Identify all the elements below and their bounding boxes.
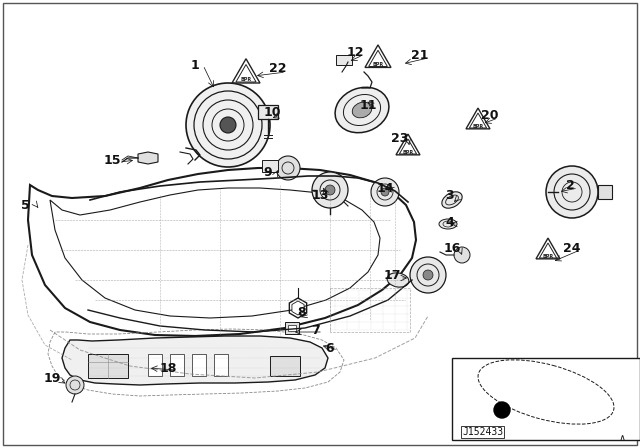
FancyBboxPatch shape xyxy=(258,105,278,119)
Circle shape xyxy=(381,188,389,196)
FancyBboxPatch shape xyxy=(452,358,640,440)
Polygon shape xyxy=(399,139,417,154)
FancyBboxPatch shape xyxy=(170,354,184,376)
Text: 7: 7 xyxy=(310,323,319,336)
Text: 22: 22 xyxy=(269,61,287,74)
FancyBboxPatch shape xyxy=(192,354,206,376)
Text: 24: 24 xyxy=(563,241,580,254)
FancyBboxPatch shape xyxy=(288,325,296,331)
FancyBboxPatch shape xyxy=(270,356,300,376)
FancyBboxPatch shape xyxy=(285,322,299,334)
Circle shape xyxy=(325,185,335,195)
Polygon shape xyxy=(369,50,387,66)
Polygon shape xyxy=(469,113,486,128)
Circle shape xyxy=(546,166,598,218)
Polygon shape xyxy=(540,243,557,258)
Text: 19: 19 xyxy=(44,371,61,384)
Text: BPR: BPR xyxy=(403,150,413,155)
Polygon shape xyxy=(236,65,256,82)
Text: BPR: BPR xyxy=(543,254,554,258)
Ellipse shape xyxy=(335,87,389,133)
Ellipse shape xyxy=(387,273,409,287)
Text: BPR: BPR xyxy=(472,124,484,129)
Text: 15: 15 xyxy=(103,154,121,167)
Text: 4: 4 xyxy=(445,215,454,228)
Text: 10: 10 xyxy=(263,105,281,119)
Polygon shape xyxy=(62,336,328,385)
Text: 12: 12 xyxy=(346,46,364,59)
Text: 16: 16 xyxy=(444,241,461,254)
Text: 1: 1 xyxy=(191,59,200,72)
FancyBboxPatch shape xyxy=(262,160,278,172)
Text: 18: 18 xyxy=(159,362,177,375)
Circle shape xyxy=(371,178,399,206)
Text: J152433: J152433 xyxy=(462,427,503,437)
Text: 3: 3 xyxy=(445,189,454,202)
Circle shape xyxy=(66,376,84,394)
FancyBboxPatch shape xyxy=(598,185,612,199)
Text: ∧: ∧ xyxy=(618,433,625,443)
Text: 23: 23 xyxy=(391,132,409,145)
Text: 13: 13 xyxy=(311,189,329,202)
Text: 20: 20 xyxy=(481,108,499,121)
Polygon shape xyxy=(138,152,158,164)
Text: 9: 9 xyxy=(264,165,272,178)
FancyBboxPatch shape xyxy=(214,354,228,376)
Text: 6: 6 xyxy=(326,341,334,354)
Ellipse shape xyxy=(442,192,462,208)
Text: BPR: BPR xyxy=(372,61,383,66)
Ellipse shape xyxy=(439,219,457,229)
Text: BPR: BPR xyxy=(241,77,252,82)
Text: 2: 2 xyxy=(566,178,574,191)
Polygon shape xyxy=(292,301,304,315)
Text: 17: 17 xyxy=(383,268,401,281)
Text: 21: 21 xyxy=(412,48,429,61)
FancyBboxPatch shape xyxy=(88,354,128,378)
Text: 8: 8 xyxy=(298,306,307,319)
Circle shape xyxy=(423,270,433,280)
Circle shape xyxy=(494,402,510,418)
Text: 14: 14 xyxy=(376,181,394,194)
Ellipse shape xyxy=(352,102,372,118)
Circle shape xyxy=(276,156,300,180)
Text: 5: 5 xyxy=(20,198,29,211)
Circle shape xyxy=(220,117,236,133)
FancyBboxPatch shape xyxy=(336,55,352,65)
Circle shape xyxy=(312,172,348,208)
FancyBboxPatch shape xyxy=(148,354,162,376)
Text: 11: 11 xyxy=(359,99,377,112)
Circle shape xyxy=(186,83,270,167)
Circle shape xyxy=(454,247,470,263)
Circle shape xyxy=(410,257,446,293)
